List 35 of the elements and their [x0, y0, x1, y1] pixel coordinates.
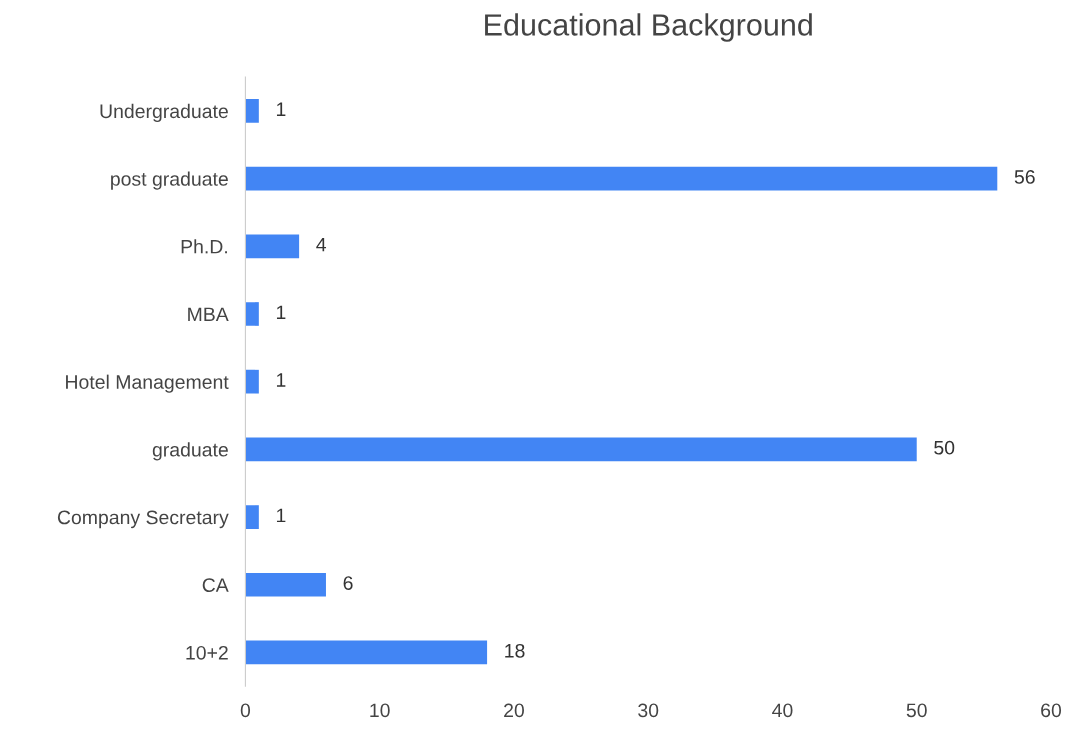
bar [245, 640, 488, 665]
x-tick-label: 20 [504, 703, 524, 718]
bar [245, 369, 259, 394]
y-tick-label: Ph.D. [181, 239, 227, 254]
y-tick-label: CA [202, 578, 229, 592]
data-label: 4 [316, 237, 327, 252]
data-label: 1 [276, 373, 286, 387]
data-label: 1 [276, 102, 286, 116]
y-tick-label: 10+2 [186, 645, 228, 660]
data-label: 18 [505, 643, 525, 658]
y-tick-label: Hotel Management [66, 374, 229, 393]
bar [245, 166, 998, 191]
x-tick-label: 50 [906, 703, 927, 718]
data-label: 56 [1014, 170, 1035, 184]
bar [245, 302, 259, 326]
y-tick-label: MBA [188, 307, 229, 322]
x-tick-label: 30 [638, 703, 659, 718]
y-tick-label: graduate [152, 442, 228, 461]
bar [245, 572, 326, 597]
x-tick-label: 0 [240, 703, 251, 718]
data-label: 50 [934, 440, 955, 455]
x-tick-label: 60 [1041, 703, 1062, 718]
y-tick-label: Company Secretary [57, 510, 229, 529]
y-tick-label: post graduate [111, 171, 228, 190]
bar [245, 234, 300, 259]
bar [245, 437, 917, 462]
y-tick-label: Undergraduate [100, 103, 228, 122]
bar [245, 505, 259, 529]
data-label: 1 [276, 305, 286, 320]
bar [245, 99, 259, 123]
x-tick-label: 40 [772, 703, 793, 718]
x-tick-label: 10 [370, 703, 390, 718]
chart-title: Educational Background [485, 13, 812, 42]
data-label: 6 [343, 576, 353, 590]
data-label: 1 [276, 508, 286, 523]
